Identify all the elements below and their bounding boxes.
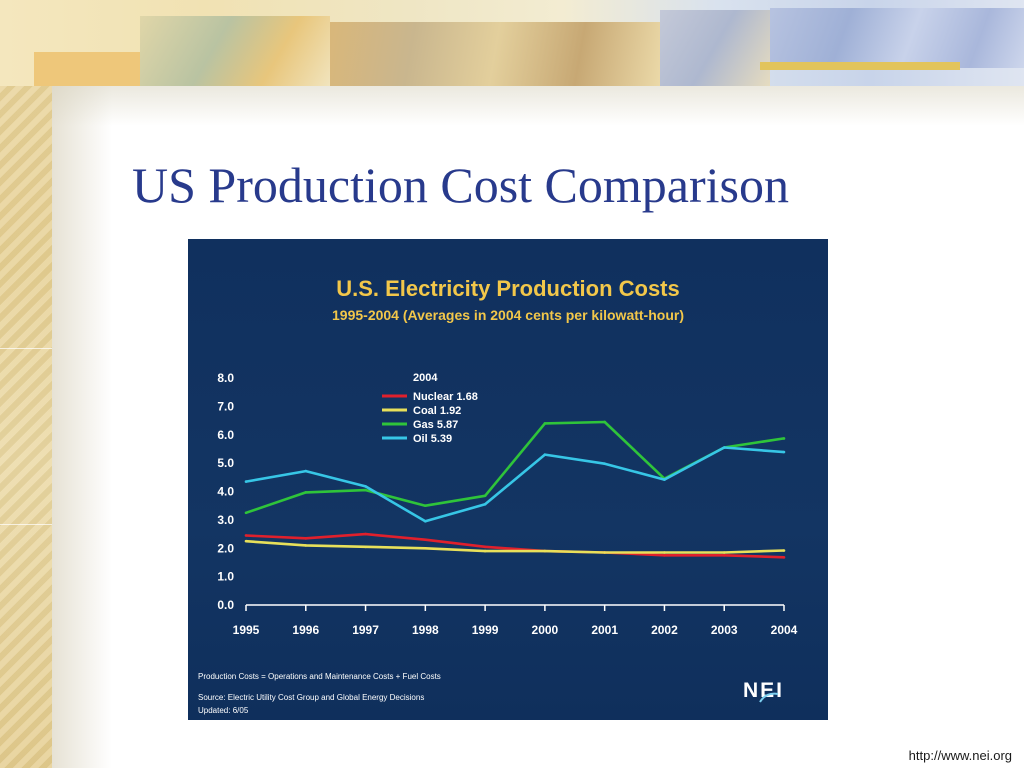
data-point-series-2 [424,504,427,507]
chart-source: Source: Electric Utility Cost Group and … [198,693,424,702]
left-decorative-strip [0,0,52,768]
data-point-series-1 [723,551,726,554]
legend-label: Gas 5.87 [413,419,458,431]
chart-updated: Updated: 6/05 [198,706,249,715]
x-tick-label: 2000 [532,623,559,637]
chart-note: Production Costs = Operations and Mainte… [198,672,441,681]
banner-shadow [52,86,1024,126]
series-line-1 [246,541,784,552]
data-point-series-1 [304,544,307,547]
data-point-series-3 [723,446,726,449]
data-point-series-3 [364,485,367,488]
legend-label: Oil 5.39 [413,433,452,445]
legend-title: 2004 [413,372,438,384]
data-point-series-0 [484,546,487,549]
data-point-series-3 [783,451,786,454]
x-tick-label: 1999 [472,623,499,637]
series-lines [245,421,786,559]
banner-tile [140,16,330,86]
data-point-series-1 [663,551,666,554]
legend-label: Nuclear 1.68 [413,391,478,403]
data-point-series-3 [424,520,427,523]
legend: Nuclear 1.68 Coal 1.92 Gas 5.87 Oil 5.39 [382,391,478,445]
chart-panel: U.S. Electricity Production Costs 1995-2… [188,239,828,720]
strip-divider [0,524,52,525]
data-point-series-0 [304,537,307,540]
x-axis-labels: 1995 1996 1997 1998 1999 2000 2001 2002 2003 2004 [233,623,798,637]
y-tick-label: 8.0 [217,371,234,385]
data-point-series-0 [723,554,726,557]
slide-title: US Production Cost Comparison [132,155,789,215]
y-tick-label: 2.0 [217,541,234,555]
x-tick-label: 1998 [412,623,439,637]
data-point-series-0 [663,554,666,557]
data-point-series-1 [544,550,547,553]
x-tick-label: 1997 [352,623,379,637]
banner-grain [760,62,960,70]
data-point-series-2 [603,421,606,424]
data-point-series-1 [364,546,367,549]
y-tick-label: 4.0 [217,485,234,499]
x-tick-label: 1996 [292,623,319,637]
data-point-series-0 [783,556,786,559]
top-decorative-banner [0,0,1024,86]
data-point-series-2 [304,491,307,494]
banner-tile [330,22,660,86]
data-point-series-1 [424,547,427,550]
chart-title: U.S. Electricity Production Costs [336,276,680,301]
data-point-series-1 [245,540,248,543]
banner-tile [770,8,1024,68]
banner-tile [660,10,770,86]
x-tick-label: 2004 [771,623,798,637]
y-tick-label: 7.0 [217,399,234,413]
x-axis-ticks [246,605,784,611]
y-tick-label: 6.0 [217,428,234,442]
x-tick-label: 2001 [591,623,618,637]
strip-divider [0,348,52,349]
data-point-series-2 [245,511,248,514]
data-point-series-2 [544,422,547,425]
data-point-series-3 [484,503,487,506]
footer-url: http://www.nei.org [909,748,1012,763]
x-tick-label: 1995 [233,623,260,637]
x-tick-label: 2003 [711,623,738,637]
y-tick-label: 0.0 [217,598,234,612]
data-point-series-3 [245,480,248,483]
legend-label: Coal 1.92 [413,405,461,417]
data-point-series-0 [245,534,248,537]
y-tick-label: 1.0 [217,570,234,584]
data-point-series-2 [484,494,487,497]
data-point-series-0 [364,533,367,536]
data-point-series-3 [544,453,547,456]
data-point-series-1 [783,549,786,552]
y-tick-label: 5.0 [217,456,234,470]
x-tick-label: 2002 [651,623,678,637]
series-line-2 [246,422,784,513]
chart-svg: U.S. Electricity Production Costs 1995-2… [188,239,828,720]
data-point-series-1 [484,550,487,553]
chart-subtitle: 1995-2004 (Averages in 2004 cents per ki… [332,307,684,323]
data-point-series-2 [783,437,786,440]
data-point-series-3 [304,470,307,473]
data-point-series-0 [424,538,427,541]
data-point-series-2 [364,489,367,492]
data-point-series-3 [663,478,666,481]
y-tick-label: 3.0 [217,513,234,527]
y-axis-labels: 0.0 1.0 2.0 3.0 4.0 5.0 6.0 7.0 8.0 [217,371,234,612]
data-point-series-1 [603,551,606,554]
data-point-series-3 [603,462,606,465]
